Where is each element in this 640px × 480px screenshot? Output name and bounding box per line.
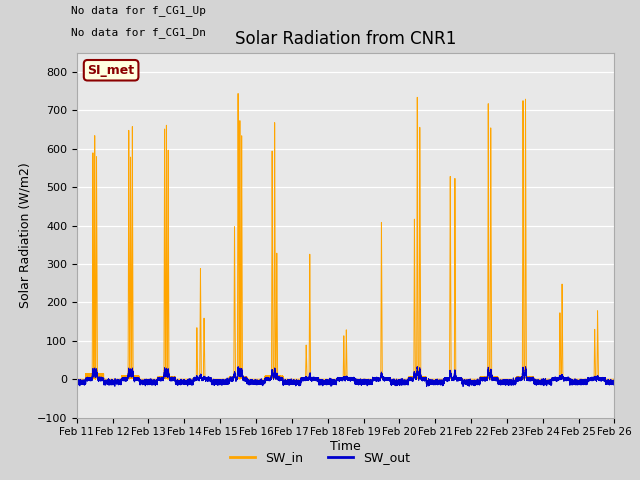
Text: SI_met: SI_met — [88, 64, 134, 77]
SW_in — [101, 376, 109, 382]
Line: SW_in: SW_in — [77, 94, 614, 379]
SW_out — [101, 380, 109, 385]
SW_in — [73, 376, 81, 382]
SW_out — [416, 367, 424, 373]
X-axis label: Time: Time — [330, 440, 361, 453]
SW_out — [423, 384, 431, 389]
SW_in — [513, 375, 520, 381]
SW_in — [477, 376, 484, 382]
Title: Solar Radiation from CNR1: Solar Radiation from CNR1 — [235, 30, 456, 48]
Text: No data for f_CG1_Dn: No data for f_CG1_Dn — [72, 27, 207, 38]
Y-axis label: Solar Radiation (W/m2): Solar Radiation (W/m2) — [18, 162, 31, 308]
SW_in — [611, 376, 618, 382]
Line: SW_out: SW_out — [77, 367, 614, 386]
SW_out — [73, 380, 81, 385]
SW_out — [492, 377, 499, 383]
SW_in — [505, 376, 513, 382]
SW_out — [505, 379, 513, 384]
SW_out — [611, 376, 618, 382]
SW_out — [413, 364, 421, 370]
SW_in — [492, 376, 499, 382]
Text: No data for f_CG1_Up: No data for f_CG1_Up — [72, 5, 207, 16]
SW_in — [234, 91, 242, 96]
SW_in — [416, 179, 424, 184]
SW_out — [477, 376, 484, 382]
SW_out — [513, 376, 520, 382]
Legend: SW_in, SW_out: SW_in, SW_out — [225, 446, 415, 469]
